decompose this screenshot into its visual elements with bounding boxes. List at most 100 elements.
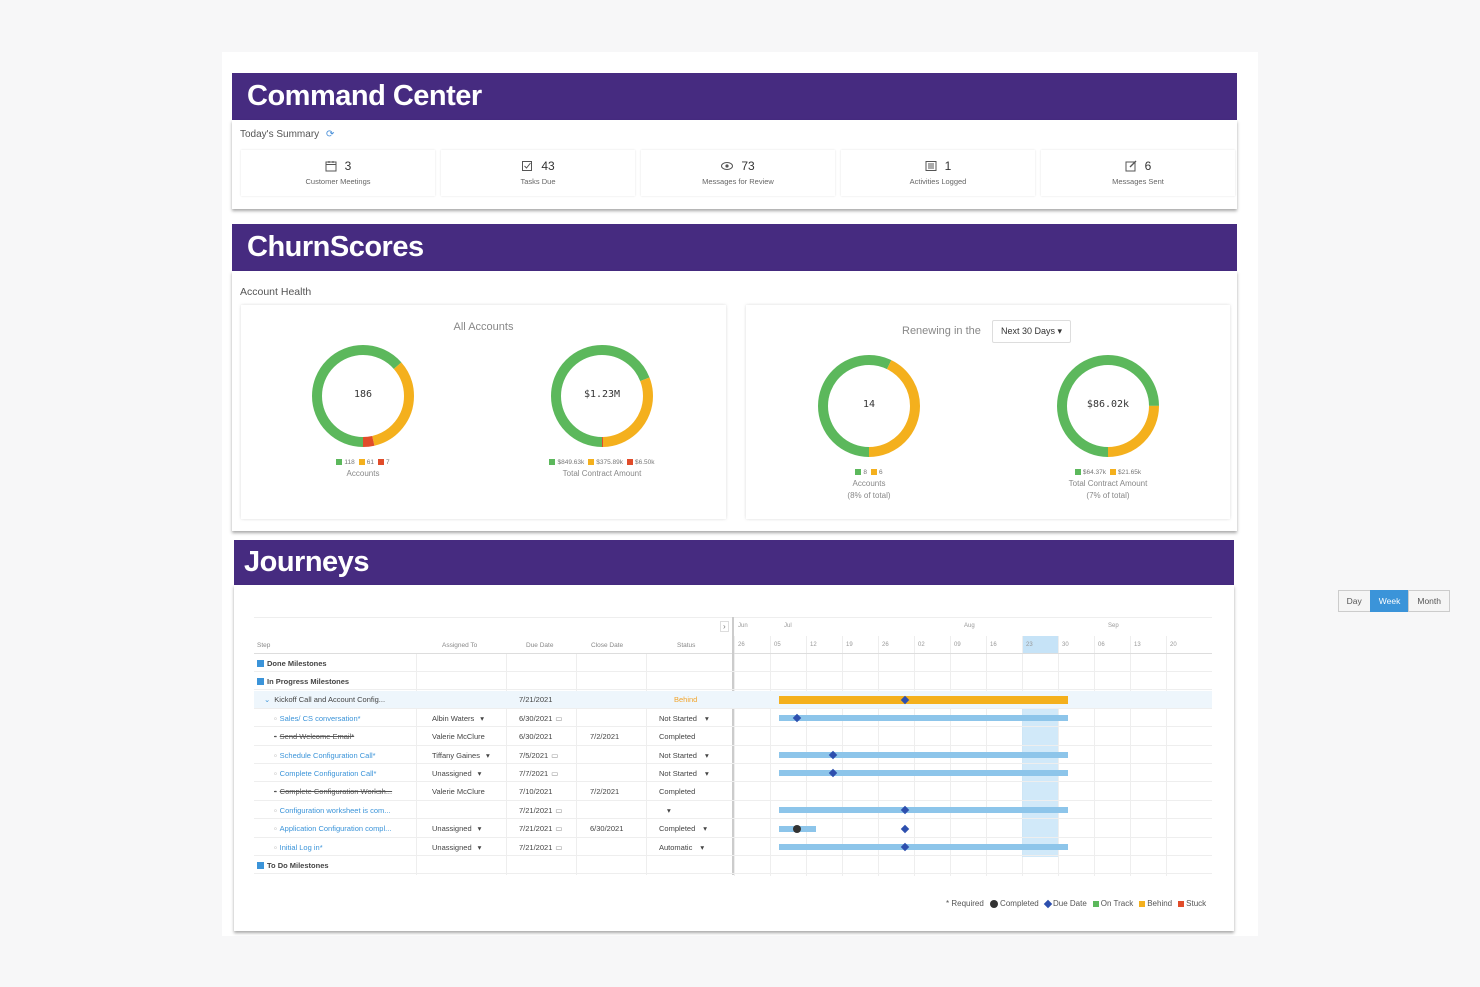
table-row[interactable]: Done Milestones [254,654,1212,672]
calendar-icon[interactable]: ▭ [555,824,563,834]
table-row[interactable]: ▫ Configuration worksheet is com... 7/21/2… [254,801,1212,820]
table-row[interactable]: ▫ Complete Configuration Call* Unassigned … [254,764,1212,783]
tile-tasks-due[interactable]: 43 Tasks Due [441,150,635,196]
view-day-button[interactable]: Day [1337,590,1371,612]
gantt-bar[interactable] [779,807,1068,814]
status-cell[interactable]: Completed [659,728,695,746]
expand-square-icon[interactable] [257,659,264,667]
dropdown-caret-icon[interactable]: ▾ [485,750,490,760]
column-header[interactable]: Due Date [526,642,554,649]
step-cell[interactable]: ▫ Sales/ CS conversation* [274,709,361,727]
dropdown-caret-icon[interactable]: ▾ [704,768,709,778]
due-date-cell[interactable]: 7/21/2021 [519,691,552,709]
tile-activities-logged[interactable]: 1 Activities Logged [841,150,1035,196]
close-date-cell[interactable]: 7/2/2021 [590,728,619,746]
gantt-bar[interactable] [779,695,1068,704]
split-divider[interactable] [732,617,734,875]
assigned-cell[interactable]: Unassigned ▾ [432,764,481,782]
calendar-icon[interactable]: ▭ [551,750,559,760]
column-header[interactable]: Step [257,642,271,649]
expand-arrow-icon[interactable]: › [720,621,729,632]
table-row[interactable]: ▫ Complete Configuration Worksh... Valerie… [254,783,1212,801]
view-month-button[interactable]: Month [1408,590,1450,612]
due-date-cell[interactable]: 7/21/2021 ▭ [519,838,562,856]
status-cell[interactable]: Completed [659,783,695,801]
assigned-cell[interactable]: Unassigned ▾ [432,838,481,856]
tile-messages-sent[interactable]: 6 Messages Sent [1041,150,1235,196]
column-header[interactable]: Status [677,642,696,649]
step-cell[interactable]: In Progress Milestones [257,672,349,690]
table-row[interactable]: ▫ Schedule Configuration Call* Tiffany Gai… [254,746,1212,764]
dropdown-caret-icon[interactable]: ▾ [704,750,709,760]
dropdown-caret-icon[interactable]: ▾ [700,842,705,852]
dropdown-caret-icon[interactable]: ▾ [480,713,485,723]
table-row[interactable]: ⌄ Kickoff Call and Account Config... 7/21/… [254,690,1212,709]
step-cell[interactable]: ▫ Send Welcome Email* [274,728,354,746]
table-row[interactable]: To Do Milestones [254,856,1212,875]
due-date-cell[interactable]: 7/5/2021 ▭ [519,746,558,764]
calendar-icon[interactable]: ▭ [555,713,563,723]
gantt-bar[interactable] [779,844,1068,850]
step-cell[interactable]: ⌄ Kickoff Call and Account Config... [264,691,385,709]
table-row[interactable]: ▫ Send Welcome Email* Valerie McClure 6/30/… [254,728,1212,746]
status-cell[interactable]: Not Started ▾ [659,709,709,727]
dropdown-caret-icon[interactable]: ▾ [477,768,482,778]
assigned-cell[interactable]: Unassigned ▾ [432,820,481,838]
table-row[interactable]: In Progress Milestones [254,672,1212,691]
status-cell[interactable]: Completed ▾ [659,820,707,838]
step-cell[interactable]: To Do Milestones [257,856,329,874]
status-cell[interactable]: Automatic ▾ [659,838,704,856]
due-date-cell[interactable]: 6/30/2021 [519,728,552,746]
assigned-text: Tiffany Gaines [432,750,480,760]
status-cell[interactable]: Not Started ▾ [659,746,709,764]
status-text: Completed [659,732,696,742]
dropdown-caret-icon[interactable]: ▾ [667,805,671,815]
status-cell[interactable]: ▾ [659,801,671,819]
step-cell[interactable]: ▫ Initial Log in* [274,838,323,856]
step-cell[interactable]: ▫ Application Configuration compl... [274,820,391,838]
due-date-cell[interactable]: 7/10/2021 [519,783,552,801]
gantt-bar[interactable] [779,752,1068,758]
column-header[interactable]: Close Date [591,642,624,649]
dropdown-caret-icon[interactable]: ▾ [704,713,709,723]
dropdown-caret-icon[interactable]: ▾ [477,842,482,852]
dropdown-caret-icon[interactable]: ▾ [477,824,482,834]
table-row[interactable]: ▫ Application Configuration compl... Unass… [254,820,1212,838]
column-header[interactable]: Assigned To [442,642,478,649]
expand-square-icon[interactable] [257,861,264,869]
week-gridline [806,654,807,876]
calendar-icon[interactable]: ▭ [551,768,559,778]
close-date-cell[interactable]: 6/30/2021 [590,820,623,838]
renewing-period-select[interactable]: Next 30 Days ▾ [992,320,1072,343]
step-cell[interactable]: ▫ Schedule Configuration Call* [274,746,376,764]
due-date-cell[interactable]: 7/21/2021 ▭ [519,820,562,838]
due-date-cell[interactable]: 7/7/2021 ▭ [519,764,558,782]
donut-center-value: $1.23M [583,389,621,400]
assigned-cell[interactable]: Valerie McClure [432,783,491,801]
status-cell[interactable]: Behind [674,691,697,709]
chevron-down-icon[interactable]: ⌄ [264,695,271,705]
step-cell[interactable]: ▫ Complete Configuration Worksh... [274,783,392,801]
gantt-bar[interactable] [779,770,1068,777]
step-cell[interactable]: ▫ Configuration worksheet is com... [274,801,391,819]
expand-square-icon[interactable] [257,677,264,685]
close-date-cell[interactable]: 7/2/2021 [590,783,619,801]
due-date-cell[interactable]: 6/30/2021 ▭ [519,709,562,727]
due-date-cell[interactable]: 7/21/2021 ▭ [519,801,562,819]
status-cell[interactable]: Not Started ▾ [659,764,709,782]
step-cell[interactable]: ▫ Complete Configuration Call* [274,764,376,782]
refresh-icon[interactable]: ⟳ [325,129,335,140]
assigned-cell[interactable]: Albin Waters ▾ [432,709,484,727]
calendar-icon[interactable]: ▭ [555,842,563,852]
view-week-button[interactable]: Week [1369,590,1410,612]
calendar-icon[interactable]: ▭ [555,805,563,815]
dropdown-caret-icon[interactable]: ▾ [703,824,708,834]
tile-messages-for-review[interactable]: 73 Messages for Review [641,150,835,196]
table-row[interactable]: ▫ Initial Log in* Unassigned ▾ 7/21/2021 ▭ Au… [254,838,1212,856]
assigned-cell[interactable]: Tiffany Gaines ▾ [432,746,490,764]
table-row[interactable]: ▫ Sales/ CS conversation* Albin Waters ▾ 6/… [254,709,1212,728]
gantt-bar[interactable] [779,715,1068,722]
assigned-cell[interactable]: Valerie McClure [432,728,491,746]
step-cell[interactable]: Done Milestones [257,654,327,672]
tile-customer-meetings[interactable]: 3 Customer Meetings [241,150,435,196]
